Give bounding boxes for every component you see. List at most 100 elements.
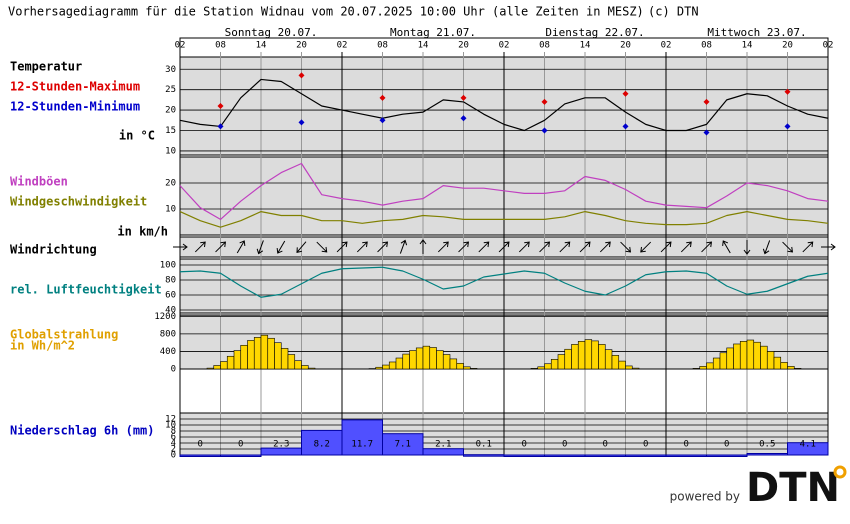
panel-label: 12-Stunden-Minimum <box>10 100 140 114</box>
panel-label: 12-Stunden-Maximum <box>10 80 140 94</box>
bar <box>793 368 802 370</box>
point <box>703 129 710 136</box>
point <box>703 98 710 105</box>
wind-arrow <box>802 241 814 253</box>
x-tick-label: 08 <box>215 41 226 51</box>
bar <box>584 454 626 457</box>
bar <box>712 357 721 370</box>
bar <box>550 359 559 370</box>
bar <box>760 345 768 370</box>
wind-arrow <box>377 241 389 253</box>
wind-arrow <box>276 240 286 254</box>
x-tick-label: 08 <box>539 41 550 51</box>
bar <box>260 334 269 370</box>
y-tick-label: 10 <box>165 205 176 215</box>
bar <box>395 357 404 370</box>
bar <box>415 347 424 370</box>
bar <box>375 366 383 370</box>
value-label: 8.2 <box>314 440 330 450</box>
y-tick-label: 20 <box>165 106 176 116</box>
series-line <box>179 211 829 228</box>
bar <box>706 454 748 457</box>
bar <box>726 347 734 370</box>
y-tick-label: 1200 <box>154 312 176 322</box>
bar <box>469 368 478 370</box>
point <box>622 90 629 97</box>
wind-arrow <box>458 241 470 253</box>
panel-label: Windrichtung <box>10 243 97 257</box>
bar <box>787 442 829 456</box>
panel-label: Temperatur <box>10 60 82 74</box>
bar <box>442 354 451 370</box>
y-tick-label: 25 <box>165 85 176 95</box>
x-tick-label: 02 <box>661 41 672 51</box>
wind-arrow <box>194 241 206 253</box>
panel-label: rel. Luftfeuchtigkeit <box>10 283 162 297</box>
bar <box>301 429 343 456</box>
y-tick-label: 800 <box>160 329 176 339</box>
bar <box>665 454 707 457</box>
panel-label: in km/h <box>117 225 168 239</box>
bar <box>746 453 788 456</box>
bar <box>544 454 586 457</box>
bar <box>564 348 572 370</box>
point <box>622 123 629 130</box>
value-label: 0 <box>238 440 243 450</box>
y-tick-label: 4 <box>171 439 176 449</box>
bar <box>537 366 545 370</box>
value-label: 2.3 <box>273 440 289 450</box>
bar <box>429 347 437 370</box>
copyright: (c) DTN <box>648 5 699 19</box>
bar <box>463 454 505 457</box>
bar <box>571 344 579 370</box>
x-tick-label: 20 <box>782 41 793 51</box>
x-tick-label: 20 <box>458 41 469 51</box>
bar <box>631 367 640 370</box>
point <box>541 127 548 134</box>
series-line <box>179 78 829 132</box>
wind-arrow <box>419 239 427 254</box>
bar <box>618 360 626 370</box>
bar <box>220 454 262 457</box>
page-title: Vorhersagediagramm für die Station Widna… <box>8 5 644 19</box>
point <box>217 123 224 130</box>
bar <box>598 344 606 370</box>
bar <box>274 342 282 370</box>
day-label: Montag 21.07. <box>390 26 476 39</box>
bar <box>611 355 620 370</box>
x-tick-label: 02 <box>823 41 834 51</box>
wind-arrow <box>316 241 328 253</box>
value-label: 11.7 <box>351 440 373 450</box>
bar <box>449 358 458 370</box>
wind-arrow <box>680 241 692 253</box>
y-tick-label: 0 <box>171 451 176 461</box>
bar <box>604 349 613 370</box>
panel-label: Windgeschwindigkeit <box>10 195 147 209</box>
bar <box>280 348 289 370</box>
y-tick-label: 80 <box>165 276 176 286</box>
bar <box>422 448 464 456</box>
bar <box>267 337 275 370</box>
y-tick-label: 100 <box>160 261 176 271</box>
bar <box>226 355 235 370</box>
bar <box>591 340 599 370</box>
wind-arrow <box>579 241 591 253</box>
panel-label: Niederschlag 6h (mm) <box>10 424 155 438</box>
bar <box>287 354 296 370</box>
x-tick-label: 02 <box>337 41 348 51</box>
x-tick-label: 08 <box>377 41 388 51</box>
wind-arrow <box>701 241 713 253</box>
wind-arrow <box>399 239 408 254</box>
x-tick-label: 14 <box>418 41 429 51</box>
value-label: 7.1 <box>395 440 411 450</box>
value-label: 0 <box>522 440 527 450</box>
bar <box>530 368 539 370</box>
y-tick-label: 40 <box>165 306 176 316</box>
point <box>379 94 386 101</box>
bar <box>382 433 424 456</box>
point <box>298 119 305 126</box>
value-label: 0 <box>643 440 648 450</box>
bar <box>706 362 714 370</box>
bar <box>382 364 390 370</box>
y-tick-label: 0 <box>171 365 176 375</box>
